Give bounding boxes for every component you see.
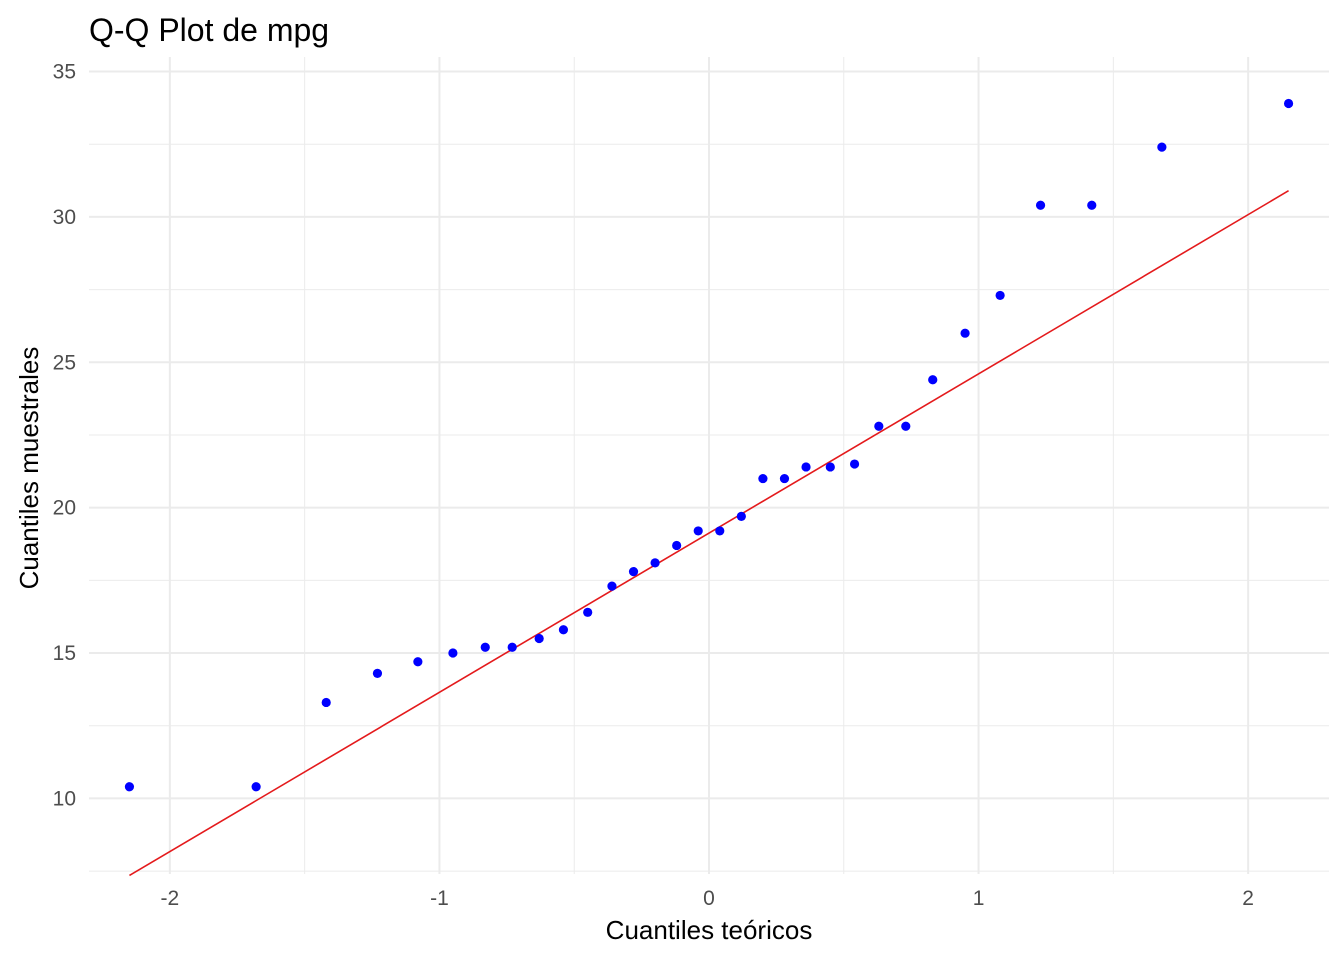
points-layer	[124, 98, 1294, 792]
y-tick-label: 25	[53, 351, 76, 374]
data-point	[825, 462, 835, 472]
data-point	[901, 421, 911, 431]
data-point	[801, 462, 811, 472]
x-axis-title: Cuantiles teóricos	[606, 915, 813, 945]
data-point	[715, 526, 725, 536]
data-point	[321, 697, 331, 708]
x-tick-label: -2	[161, 887, 180, 910]
data-point	[758, 473, 768, 484]
data-point	[1157, 142, 1167, 152]
reference-line	[129, 190, 1289, 877]
data-point	[251, 782, 261, 792]
data-point	[1087, 200, 1097, 210]
y-tick-label: 35	[53, 61, 76, 84]
data-point	[874, 421, 884, 431]
data-point	[558, 625, 569, 635]
y-tick-label: 10	[53, 787, 76, 810]
data-point	[779, 473, 790, 484]
y-tick-label: 30	[53, 206, 76, 229]
data-point	[534, 633, 544, 644]
x-tick-label: 0	[703, 887, 715, 910]
chart-title: Q-Q Plot de mpg	[89, 12, 329, 48]
data-point	[413, 657, 423, 667]
data-point	[650, 558, 660, 568]
data-point	[995, 290, 1005, 301]
data-point	[928, 375, 938, 385]
data-point	[693, 526, 703, 536]
x-tick-label: -1	[430, 887, 449, 910]
data-point	[628, 567, 639, 577]
x-tick-label: 2	[1242, 887, 1254, 910]
data-point	[124, 782, 135, 792]
tick-labels-layer: -2 -1 0 1 2 10 15 20 25 30 35	[53, 61, 1254, 910]
data-point	[849, 459, 860, 469]
data-point	[736, 511, 746, 521]
data-point	[480, 642, 490, 652]
data-point	[607, 581, 617, 591]
data-point	[372, 668, 383, 678]
data-point	[1283, 98, 1294, 109]
data-point	[1035, 200, 1046, 210]
reference-line-layer	[129, 190, 1289, 877]
y-tick-label: 15	[53, 642, 76, 665]
y-tick-label: 20	[53, 497, 76, 520]
y-axis-title: Cuantiles muestrales	[14, 347, 44, 590]
data-point	[507, 642, 517, 652]
data-point	[583, 607, 593, 617]
data-point	[672, 540, 682, 551]
grid-layer	[89, 57, 1329, 874]
data-point	[960, 328, 970, 338]
data-point	[448, 648, 458, 658]
x-tick-label: 1	[973, 887, 985, 910]
